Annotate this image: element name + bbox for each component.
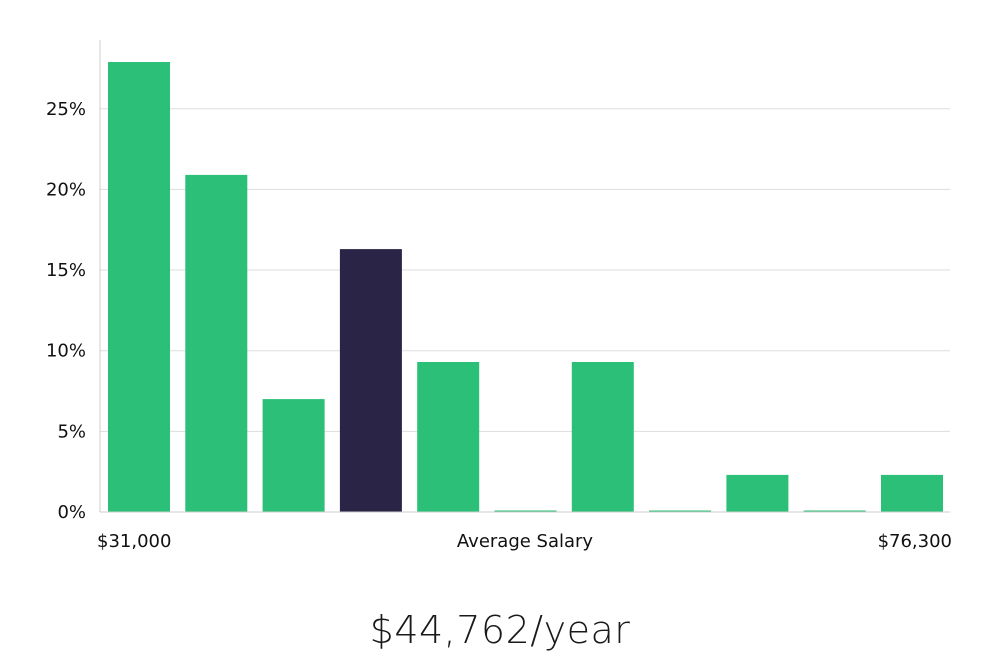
bar	[494, 510, 557, 512]
bar	[881, 474, 943, 512]
bar-highlighted	[339, 249, 402, 512]
y-tick-label: 20%	[46, 179, 86, 200]
bar	[262, 399, 325, 512]
y-tick-label: 25%	[46, 99, 86, 120]
bar	[726, 474, 789, 512]
bar	[649, 510, 712, 512]
bar	[108, 62, 170, 512]
x-axis-title: Average Salary	[457, 531, 594, 552]
bars	[108, 62, 943, 512]
y-tick-label: 0%	[57, 502, 86, 523]
bar	[185, 174, 248, 512]
bar	[417, 362, 480, 512]
y-tick-label: 15%	[46, 260, 86, 281]
x-max-label: $76,300	[878, 531, 952, 552]
average-salary-value: $44,762/year	[369, 608, 631, 652]
y-tick-label: 5%	[57, 421, 86, 442]
y-tick-label: 10%	[46, 341, 86, 362]
bar	[571, 362, 634, 512]
bar	[803, 510, 866, 512]
x-min-label: $31,000	[97, 531, 171, 552]
y-tick-labels: 0% 5% 10% 15% 20% 25%	[46, 99, 86, 523]
